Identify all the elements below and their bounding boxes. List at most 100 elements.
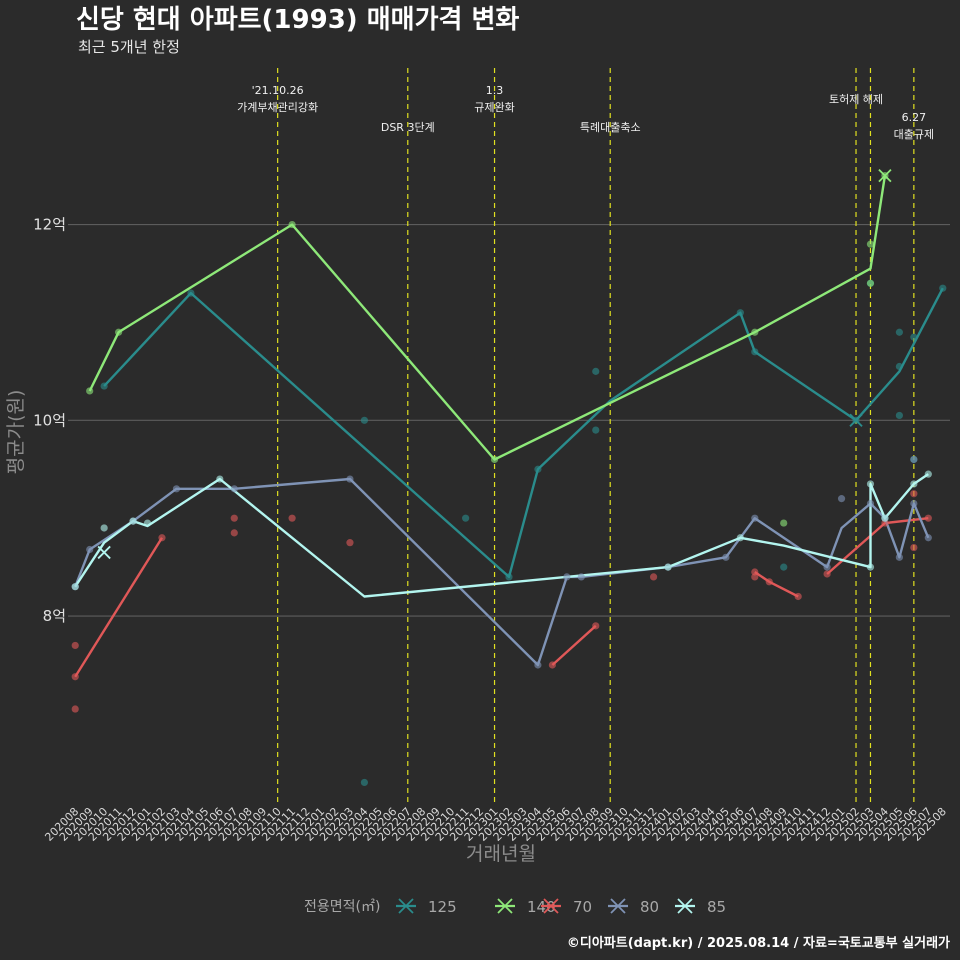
y-tick-label: 8억: [43, 607, 66, 625]
data-point-125: [592, 367, 600, 375]
data-point-80: [895, 553, 903, 561]
data-point-85: [924, 470, 932, 478]
data-point-85: [143, 519, 152, 527]
legend-item-85: 85: [675, 898, 726, 916]
data-point-70: [924, 514, 932, 522]
legend-label: 85: [707, 898, 726, 916]
data-point-80: [230, 485, 238, 493]
legend: 전용면적(㎡) 125 140 70 80 85: [304, 898, 726, 916]
y-tick-label: 10억: [33, 411, 66, 429]
data-point-125: [736, 309, 744, 317]
data-point-80: [534, 661, 542, 669]
event-label: DSR 3단계: [381, 121, 435, 134]
data-point-80: [910, 455, 918, 464]
legend-label: 125: [428, 898, 457, 916]
data-point-125: [592, 426, 600, 434]
data-point-85: [129, 517, 137, 525]
data-point-70: [910, 490, 918, 498]
data-point-125: [895, 411, 903, 420]
legend-item-70: 70: [541, 898, 592, 916]
legend-key-cross: [610, 898, 626, 914]
data-point-85: [866, 563, 875, 571]
data-point-80: [577, 573, 585, 581]
data-point-70: [548, 661, 556, 669]
cross-marker-85: [97, 545, 111, 560]
cross-marker-140: [878, 169, 892, 183]
data-point-85: [100, 524, 108, 532]
data-point-70: [346, 539, 354, 547]
data-point-70: [910, 543, 918, 552]
data-point-70: [71, 673, 79, 681]
event-label: 가계부채관리강화: [237, 101, 318, 114]
data-point-125: [462, 514, 470, 522]
data-point-80: [563, 573, 571, 581]
chart-title: 신당 현대 아파트(1993) 매매가격 변화: [76, 5, 519, 35]
cross-marker-125: [849, 413, 863, 427]
data-point-125: [187, 289, 195, 297]
cross-stroke: [849, 413, 863, 427]
data-point-85: [71, 583, 79, 591]
event-label: 규제완화: [474, 101, 514, 114]
data-point-140: [866, 240, 875, 248]
data-point-140: [86, 387, 94, 395]
chart-subtitle: 최근 5개년 한정: [78, 38, 180, 56]
event-label: 6.27: [902, 111, 927, 124]
data-point-140: [288, 220, 296, 229]
data-point-80: [866, 499, 875, 508]
data-point-140: [115, 328, 123, 336]
data-point-125: [505, 573, 513, 581]
data-point-125: [360, 416, 369, 424]
y-axis-ticks: 8억 10억 12억: [33, 216, 66, 625]
data-point-125: [100, 382, 108, 390]
event-label: 특례대출축소: [580, 121, 641, 134]
data-point-85: [736, 534, 744, 542]
grid-lines: [68, 223, 950, 617]
legend-label: 70: [573, 898, 592, 916]
data-point-140: [490, 455, 499, 464]
data-points: [71, 169, 947, 787]
data-point-70: [649, 573, 658, 581]
cross-stroke: [97, 545, 111, 560]
data-point-125: [939, 284, 947, 292]
data-point-85: [910, 480, 918, 488]
legend-label: 80: [640, 898, 659, 916]
event-label: 1.3: [486, 84, 504, 97]
data-point-70: [71, 705, 79, 713]
data-point-125: [780, 563, 788, 571]
data-point-125: [895, 328, 903, 336]
data-point-140: [866, 279, 875, 287]
data-point-70: [794, 592, 802, 601]
data-point-125: [751, 348, 759, 356]
event-label: '21.10.26: [252, 84, 304, 97]
data-point-125: [534, 465, 542, 473]
data-point-70: [751, 573, 759, 581]
data-point-80: [823, 563, 831, 571]
event-label: 대출규제: [894, 128, 934, 141]
data-point-80: [172, 485, 181, 493]
data-point-140: [751, 328, 759, 336]
data-point-80: [924, 534, 932, 542]
data-point-80: [346, 475, 354, 483]
x-axis-label: 거래년월: [466, 843, 536, 865]
data-point-70: [230, 514, 238, 522]
data-point-85: [881, 514, 889, 522]
data-point-70: [71, 641, 79, 650]
y-axis-label: 평균가(원): [5, 390, 27, 475]
data-point-125: [360, 778, 369, 787]
legend-item-125: 125: [396, 898, 457, 916]
series-line-70-segment-0: [551, 624, 597, 666]
data-point-80: [751, 514, 759, 522]
legend-key-cross: [677, 898, 693, 914]
legend-key-cross: [497, 898, 513, 914]
cross-stroke: [878, 169, 892, 183]
data-point-80: [910, 499, 918, 508]
data-point-125: [895, 362, 903, 371]
data-point-70: [823, 570, 831, 578]
series-line-125: [103, 287, 944, 579]
data-point-80: [837, 495, 846, 503]
data-point-140: [780, 519, 788, 527]
legend-item-80: 80: [608, 898, 659, 916]
